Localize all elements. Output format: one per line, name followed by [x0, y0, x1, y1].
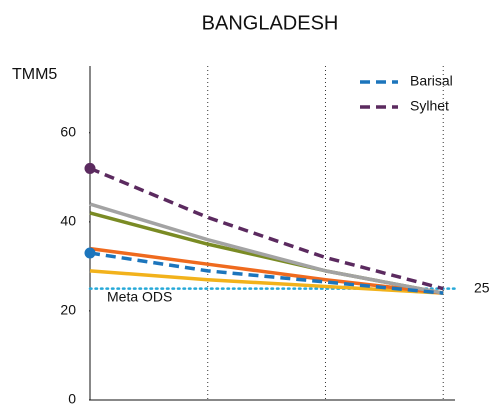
- line-series: [89, 166, 444, 291]
- line-series: [89, 269, 444, 295]
- y-tick-label: 0: [68, 391, 76, 407]
- y-tick-label: 40: [60, 213, 76, 229]
- target-value: 25: [474, 279, 490, 295]
- y-axis-label: TMM5: [12, 66, 57, 83]
- legend-label: Sylhet: [410, 98, 449, 114]
- y-tick-label: 20: [60, 302, 76, 318]
- legend-label: Barisal: [410, 73, 453, 89]
- chart-title: BANGLADESH: [202, 12, 339, 34]
- line-series: [89, 251, 444, 295]
- target-label: Meta ODS: [107, 289, 172, 305]
- line-series: [89, 211, 444, 295]
- y-tick-label: 60: [60, 124, 76, 140]
- line-series: [89, 202, 444, 295]
- point-marker: [84, 247, 96, 259]
- point-marker: [84, 162, 96, 174]
